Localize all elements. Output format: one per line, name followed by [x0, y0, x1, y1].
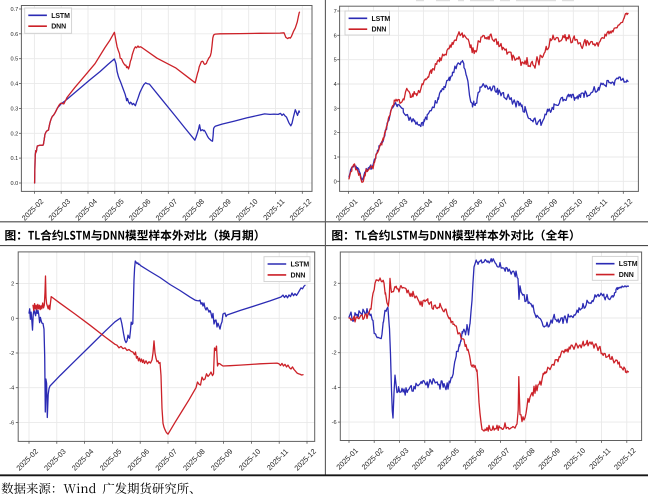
svg-text:0.2: 0.2: [11, 131, 19, 137]
svg-text:-6: -6: [332, 420, 337, 426]
svg-text:LSTM: LSTM: [291, 262, 310, 269]
svg-text:0.6: 0.6: [11, 32, 19, 38]
svg-text:DNN: DNN: [619, 272, 634, 279]
svg-text:0.4: 0.4: [11, 82, 19, 88]
svg-text:-4: -4: [9, 386, 14, 392]
svg-text:LSTM: LSTM: [51, 13, 70, 20]
svg-text:3: 3: [334, 106, 337, 112]
svg-text:2: 2: [334, 131, 337, 137]
svg-text:2: 2: [11, 282, 14, 288]
svg-text:-6: -6: [9, 420, 14, 426]
svg-text:0.5: 0.5: [11, 57, 19, 63]
svg-text:DNN: DNN: [372, 27, 387, 34]
svg-text:5: 5: [334, 58, 337, 64]
svg-text:7: 7: [334, 9, 337, 15]
svg-text:0.3: 0.3: [11, 106, 19, 112]
svg-text:0: 0: [334, 179, 337, 185]
svg-text:DNN: DNN: [291, 272, 306, 279]
svg-text:0.7: 0.7: [11, 7, 19, 13]
svg-text:2: 2: [333, 281, 336, 287]
svg-text:6: 6: [334, 33, 337, 39]
svg-text:0: 0: [333, 316, 336, 322]
svg-text:LSTM: LSTM: [619, 261, 638, 268]
svg-text:-2: -2: [9, 351, 14, 357]
svg-text:LSTM: LSTM: [372, 16, 391, 23]
svg-text:0: 0: [11, 316, 14, 322]
svg-text:0.1: 0.1: [11, 156, 19, 162]
svg-text:1: 1: [334, 155, 337, 161]
svg-text:-2: -2: [332, 351, 337, 357]
svg-text:DNN: DNN: [51, 24, 66, 31]
svg-text:0.0: 0.0: [11, 181, 19, 187]
svg-text:-4: -4: [332, 385, 337, 391]
svg-text:4: 4: [334, 82, 337, 88]
